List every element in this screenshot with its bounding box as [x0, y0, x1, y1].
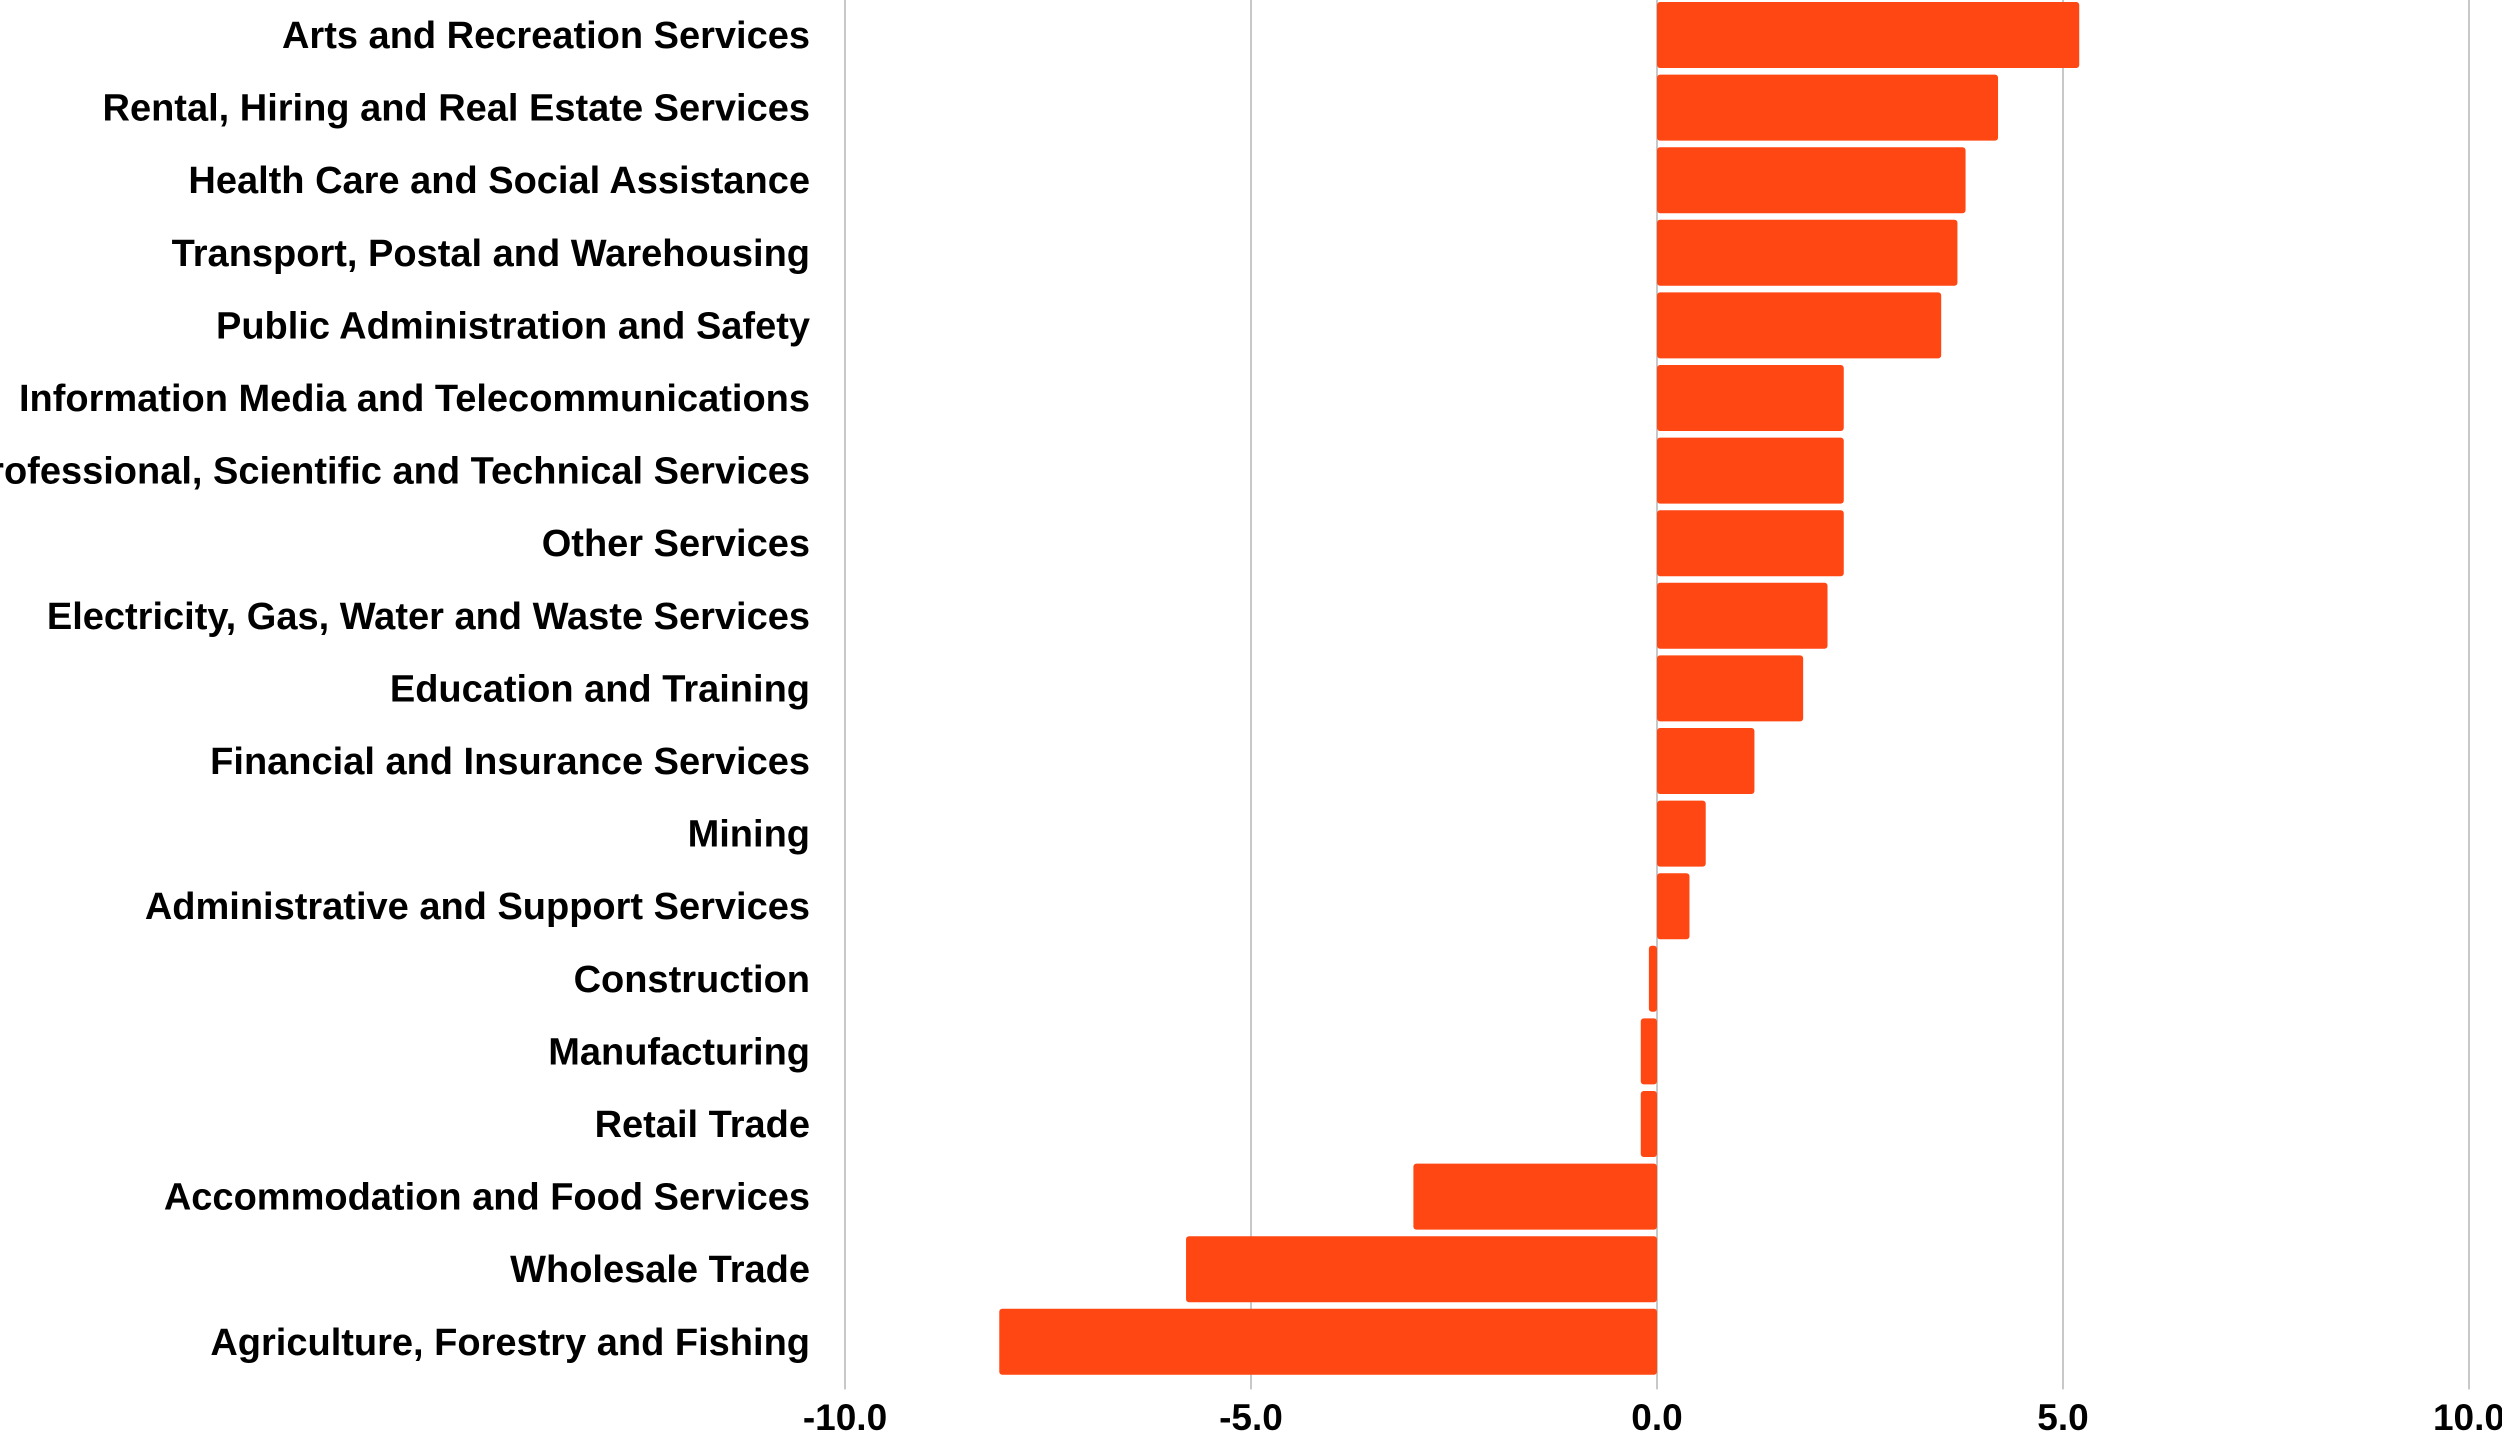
category-label: Accommodation and Food Services	[164, 1177, 810, 1219]
category-label: Public Administration and Safety	[216, 305, 810, 347]
x-tick-label: 5.0	[2037, 1397, 2088, 1431]
bar	[1640, 1018, 1657, 1085]
category-label: Retail Trade	[595, 1104, 810, 1146]
category-label: Financial and Insurance Services	[210, 741, 810, 783]
bar	[1657, 365, 1844, 431]
bar	[1657, 292, 1942, 359]
bars	[999, 2, 2080, 1375]
category-label: Construction	[574, 959, 810, 1001]
bar	[1657, 655, 1804, 722]
x-tick-label: -10.0	[803, 1397, 887, 1431]
category-label: Information Media and Telecommunications	[19, 378, 810, 420]
category-label: Transport, Postal and Warehousing	[172, 233, 810, 275]
category-label: Electricity, Gas, Water and Waste Servic…	[47, 596, 810, 638]
bar	[1186, 1236, 1657, 1303]
bar	[1657, 510, 1844, 577]
x-tick-label: -5.0	[1219, 1397, 1283, 1431]
category-label: Education and Training	[390, 668, 810, 710]
bar	[1657, 2, 2080, 68]
bar	[1657, 219, 1958, 286]
category-label: Manufacturing	[548, 1031, 810, 1073]
category-label: Rental, Hiring and Real Estate Services	[103, 88, 811, 130]
x-tick-label: 10.0	[2433, 1397, 2502, 1431]
category-label: Agriculture, Forestry and Fishing	[210, 1322, 810, 1364]
category-label: Other Services	[542, 523, 810, 565]
bar	[1657, 800, 1706, 867]
x-axis-tick-labels: -10.0 -5.0 0.0 5.0 10.0	[803, 1397, 2502, 1431]
bar	[1657, 873, 1690, 940]
category-label: Professional, Scientific and Technical S…	[0, 451, 810, 493]
x-tick-label: 0.0	[1631, 1397, 1682, 1431]
category-label: Administrative and Support Services	[145, 886, 810, 928]
bar	[1657, 437, 1844, 504]
bar	[1657, 728, 1755, 794]
category-label: Arts and Recreation Services	[282, 15, 810, 57]
bar	[1648, 945, 1657, 1012]
bar	[1413, 1163, 1657, 1230]
bar	[1657, 74, 1999, 141]
bar	[1640, 1091, 1657, 1157]
bar	[1657, 147, 1966, 214]
category-labels: Arts and Recreation Services Rental, Hiri…	[0, 15, 810, 1364]
category-label: Wholesale Trade	[510, 1249, 810, 1291]
bar	[1657, 582, 1828, 649]
category-label: Mining	[688, 814, 810, 856]
category-label: Health Care and Social Assistance	[188, 160, 810, 202]
bar	[999, 1308, 1657, 1375]
